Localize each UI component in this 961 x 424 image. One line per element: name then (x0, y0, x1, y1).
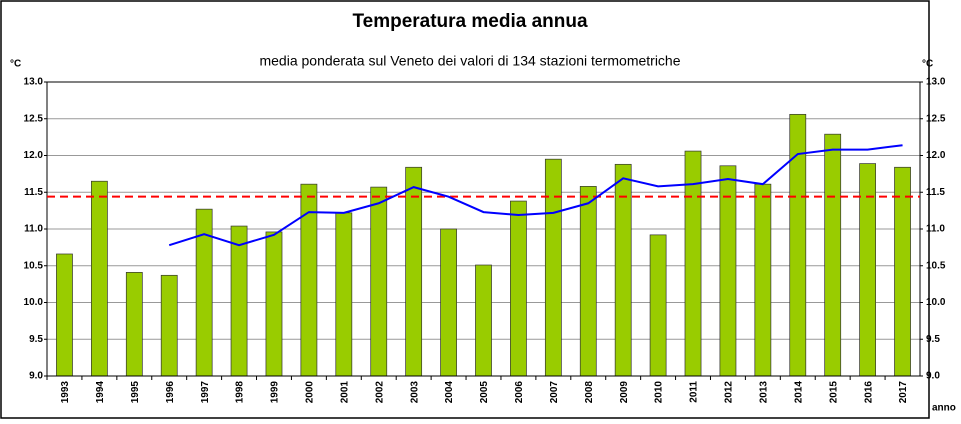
bar (406, 167, 422, 376)
x-tick-label: 1994 (95, 381, 106, 404)
bar (650, 235, 666, 376)
bar (895, 167, 911, 376)
y2-tick-label: 11.0 (926, 224, 945, 235)
x-tick-label: 2016 (863, 381, 874, 404)
y-tick-label: 9.0 (29, 371, 43, 382)
y-tick-label: 10.5 (24, 260, 44, 271)
bar (860, 164, 876, 376)
bar (580, 186, 596, 376)
y2-tick-label: 12.5 (926, 113, 946, 124)
x-tick-label: 1995 (130, 381, 141, 404)
x-tick-label: 1993 (60, 381, 71, 404)
bar (266, 232, 282, 376)
y2-tick-label: 11.5 (926, 187, 945, 198)
x-tick-label: 1998 (235, 381, 246, 404)
chart: Temperatura media annua media ponderata … (0, 0, 961, 419)
bar (231, 226, 247, 376)
x-tick-label: 2009 (619, 381, 630, 404)
y2-tick-label: 10.5 (926, 260, 946, 271)
bar (161, 275, 177, 376)
y-tick-label: 9.5 (29, 334, 43, 345)
x-tick-label: 2014 (793, 381, 804, 404)
x-tick-label: 2005 (479, 381, 490, 404)
y-tick-label: 10.0 (24, 297, 44, 308)
bar (510, 201, 526, 376)
y2-axis-label: °C (922, 59, 933, 70)
y-tick-label: 11.5 (24, 187, 43, 198)
y-tick-label: 12.0 (24, 150, 44, 161)
x-tick-label: 2011 (689, 381, 700, 403)
x-tick-label: 2004 (444, 381, 455, 404)
y-tick-label: 12.5 (24, 113, 44, 124)
y2-tick-label: 12.0 (926, 150, 946, 161)
bar (336, 213, 352, 376)
x-tick-label: 2001 (339, 381, 350, 404)
bar (91, 181, 107, 376)
x-tick-label: 2008 (584, 381, 595, 404)
x-tick-label: 1997 (200, 381, 211, 404)
x-tick-label: 2013 (759, 381, 770, 404)
chart-subtitle: media ponderata sul Veneto dei valori di… (259, 53, 680, 69)
x-tick-label: 1996 (165, 381, 176, 404)
x-tick-label: 2010 (654, 381, 665, 404)
y2-tick-label: 10.0 (926, 297, 946, 308)
x-tick-label: 2007 (549, 381, 560, 404)
y-axis-label: °C (10, 59, 21, 70)
bar (755, 184, 771, 376)
y-tick-label: 13.0 (24, 77, 44, 88)
bar (126, 272, 142, 376)
x-tick-label: 1999 (270, 381, 281, 404)
bar (545, 159, 561, 376)
bar (441, 229, 457, 376)
bar (56, 254, 72, 376)
bar (825, 134, 841, 376)
y-tick-label: 11.0 (24, 224, 43, 235)
y2-tick-label: 9.5 (926, 334, 940, 345)
x-tick-label: 2006 (514, 381, 525, 404)
x-axis-label: anno (932, 403, 956, 414)
x-tick-label: 2002 (374, 381, 385, 404)
y2-tick-label: 13.0 (926, 77, 946, 88)
chart-title: Temperatura media annua (352, 11, 588, 32)
x-tick-label: 2000 (305, 381, 316, 404)
x-tick-label: 2003 (409, 381, 420, 404)
bar (475, 265, 491, 376)
bar (371, 187, 387, 376)
x-tick-label: 2012 (724, 381, 735, 404)
y2-tick-label: 9.0 (926, 371, 940, 382)
x-tick-label: 2017 (898, 381, 909, 404)
x-tick-label: 2015 (828, 381, 839, 404)
